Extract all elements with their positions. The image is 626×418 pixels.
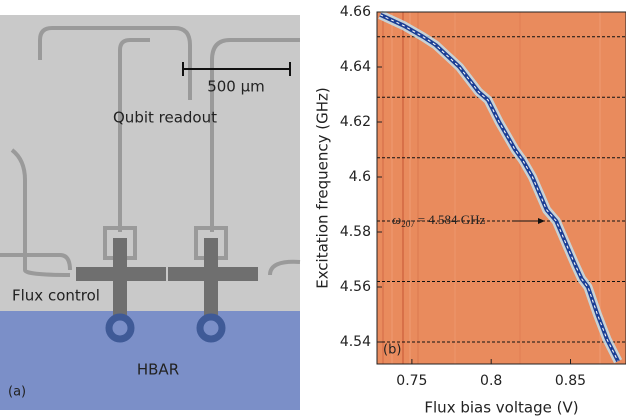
- substrate: [0, 15, 300, 311]
- annotation-arrowhead: [538, 218, 545, 224]
- x-axis-label: Flux bias voltage (V): [424, 399, 578, 417]
- y-tick-label: 4.54: [340, 334, 371, 350]
- panel-label: (a): [8, 385, 26, 400]
- region-label: Qubit readout: [113, 109, 217, 127]
- x-tick-label: 0.75: [396, 373, 427, 389]
- scale-bar-label: 500 μm: [207, 78, 265, 96]
- qubit-crosses: [76, 238, 258, 318]
- coupling-pads: [105, 313, 226, 343]
- y-tick-label: 4.64: [340, 59, 371, 75]
- y-tick-label: 4.66: [340, 4, 371, 20]
- hbar-region: [0, 311, 300, 410]
- mode-curve: [379, 12, 620, 363]
- y-axis-label: Excitation frequency (GHz): [314, 87, 332, 289]
- y-tick-label: 4.56: [340, 279, 371, 295]
- micrograph: 500 μm Qubit readout Flux control HBAR (…: [0, 15, 301, 410]
- annotation: ω207 = 4.584 GHz: [392, 212, 486, 229]
- annotation-symbol: ω: [392, 212, 401, 227]
- region-label: HBAR: [137, 361, 179, 379]
- y-tick-label: 4.58: [340, 224, 371, 240]
- axes-frame: [376, 11, 626, 365]
- annotation-subscript: 207: [401, 219, 415, 229]
- spectrum-plot: 4.54 4.56 4.58 4.6 4.62 4.64 4.66 0.75 0.8 0.85 Fl…: [314, 4, 626, 417]
- annotation-text: = 4.584 GHz: [418, 212, 486, 227]
- region-label: Flux control: [12, 287, 100, 305]
- x-tick-label: 0.8: [480, 373, 502, 389]
- x-tick-label: 0.85: [555, 373, 586, 389]
- panel-label: (b): [383, 343, 401, 358]
- y-tick-label: 4.62: [340, 114, 371, 130]
- y-tick-label: 4.6: [349, 169, 371, 185]
- plot-background: [377, 12, 626, 364]
